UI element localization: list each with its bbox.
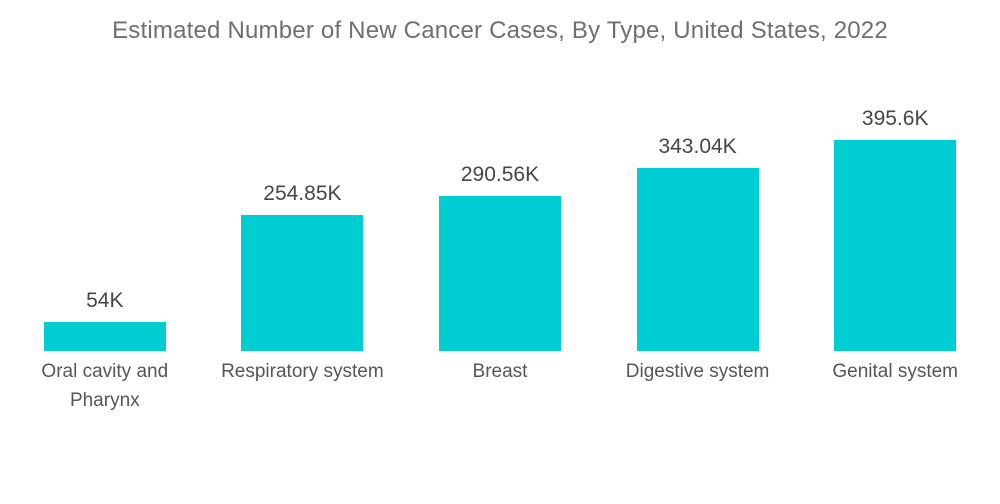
chart-title: Estimated Number of New Cancer Cases, By…: [112, 17, 888, 44]
bar-column: 54K: [6, 0, 204, 351]
bar: [43, 322, 166, 351]
bar-column: 395.6K: [796, 0, 994, 351]
bar-value-label: 254.85K: [263, 182, 342, 206]
bar-column: 254.85K: [204, 0, 402, 351]
bar-category-label: Digestive system: [625, 361, 770, 382]
bar: [636, 168, 759, 351]
bar: [834, 140, 957, 351]
bar-column: 290.56K: [401, 0, 599, 351]
bar-category-label: Oral cavity and Pharynx: [41, 361, 169, 411]
category-labels-row: Oral cavity and Pharynx Respiratory syste…: [6, 358, 994, 415]
bars-row: 54K 254.85K 290.56K 343.04K 395.6K: [6, 0, 994, 351]
bar: [241, 215, 364, 351]
bar-category-label: Respiratory system: [221, 361, 384, 382]
bar: [438, 196, 561, 351]
bar-value-label: 343.04K: [658, 135, 737, 158]
bar-column: 343.04K: [599, 0, 797, 351]
bar-value-label: 54K: [86, 289, 124, 313]
bar-value-label: 395.6K: [861, 107, 929, 130]
bar-value-label: 290.56K: [460, 163, 540, 186]
bar-category-label: Breast: [472, 361, 528, 382]
bar-category-label: Genital system: [832, 361, 958, 382]
